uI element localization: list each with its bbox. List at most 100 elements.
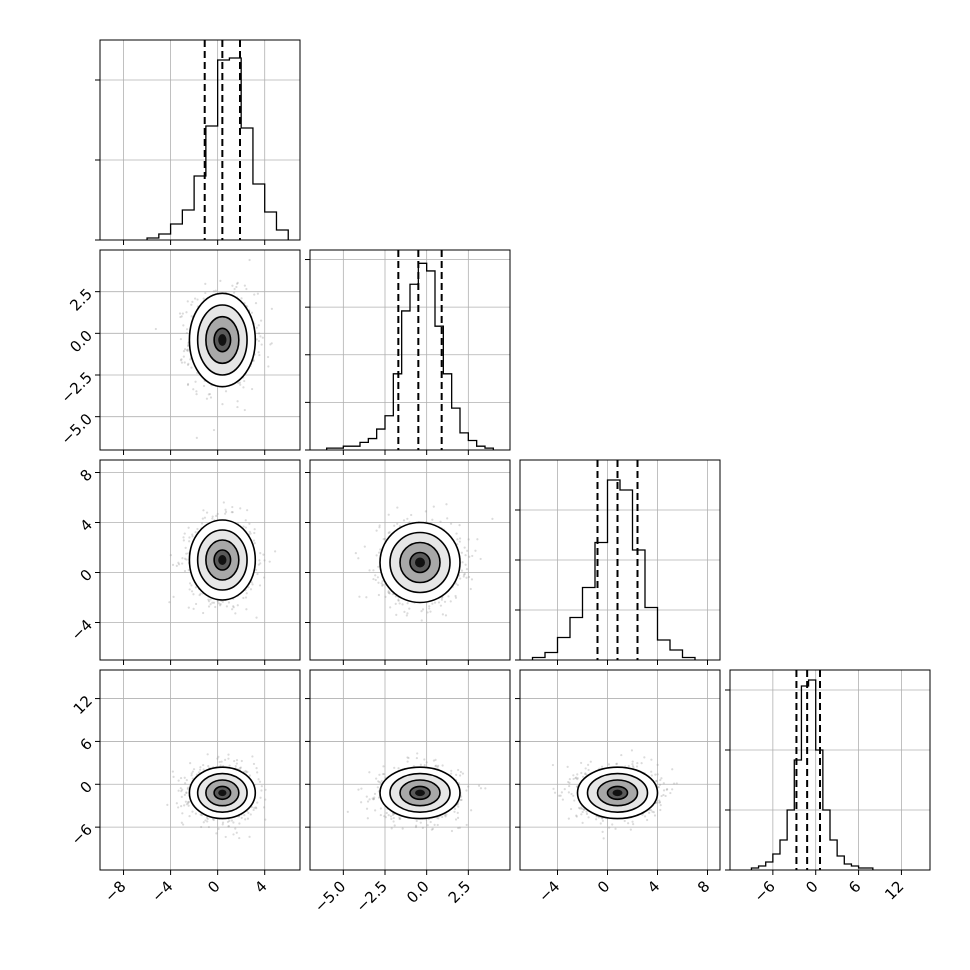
scatter-point xyxy=(374,578,377,582)
pair-content-3-2 xyxy=(520,670,720,870)
scatter-point xyxy=(234,827,237,830)
scatter-point xyxy=(201,517,204,520)
contour-2-1-3 xyxy=(379,521,461,604)
scatter-point xyxy=(248,522,251,525)
scatter-point xyxy=(601,819,605,822)
scatter-point xyxy=(433,823,436,826)
scatter-point xyxy=(183,569,187,573)
scatter-point xyxy=(202,768,205,771)
scatter-point xyxy=(169,554,172,557)
contour-3-0-2 xyxy=(196,772,248,813)
scatter-point xyxy=(180,805,183,808)
scatter-point xyxy=(179,359,183,362)
pair-frame-3-1 xyxy=(309,669,511,871)
scatter-point xyxy=(178,312,182,315)
scatter-point xyxy=(179,787,182,790)
scatter-point xyxy=(378,526,381,529)
scatter-point xyxy=(185,779,188,782)
scatter-point xyxy=(465,576,468,579)
scatter-point xyxy=(256,292,259,295)
scatter-point xyxy=(205,816,209,819)
contour-3-1-0 xyxy=(409,785,431,801)
hist-frame-0 xyxy=(99,39,301,241)
scatter-point xyxy=(398,817,401,821)
scatter-point xyxy=(206,817,209,821)
scatter-point xyxy=(428,605,431,608)
scatter-point xyxy=(194,586,198,589)
scatter-point xyxy=(185,311,188,314)
scatter-point xyxy=(186,382,190,386)
scatter-point xyxy=(199,766,202,769)
scatter-point xyxy=(206,820,209,823)
scatter-point xyxy=(360,801,363,804)
scatter-point xyxy=(251,755,254,758)
contour-2-0-0 xyxy=(213,549,232,571)
scatter-point xyxy=(190,303,193,306)
scatter-point xyxy=(207,825,211,829)
scatter-point xyxy=(470,809,473,812)
scatter-point xyxy=(218,760,221,764)
scatter-point xyxy=(232,291,236,294)
scatter-point xyxy=(185,552,188,555)
scatter-point xyxy=(373,792,377,795)
scatter-point xyxy=(194,380,197,383)
contour-3-1-1 xyxy=(399,779,441,807)
scatter-point xyxy=(238,822,241,825)
scatter-point xyxy=(443,814,447,817)
scatter-point xyxy=(368,798,371,801)
scatter-point xyxy=(194,602,198,606)
pair-panel-2-1 xyxy=(305,459,511,665)
scatter-point xyxy=(240,816,243,820)
scatter-point xyxy=(179,315,182,319)
scatter-point xyxy=(214,289,217,292)
scatter-point xyxy=(257,351,260,354)
scatter-point xyxy=(232,605,235,608)
scatter-point xyxy=(381,583,385,586)
scatter-point xyxy=(192,388,195,391)
scatter-point xyxy=(190,315,193,318)
scatter-point xyxy=(397,767,400,770)
scatter-point xyxy=(256,771,259,774)
scatter-point xyxy=(199,592,202,595)
scatter-point xyxy=(463,573,466,576)
scatter-point xyxy=(239,383,242,386)
scatter-point xyxy=(346,810,349,813)
scatter-point xyxy=(420,619,423,622)
scatter-point xyxy=(419,821,422,824)
scatter-point xyxy=(467,575,471,579)
scatter-point xyxy=(202,297,205,300)
scatter-point xyxy=(426,824,429,827)
scatter-point xyxy=(415,756,418,760)
scatter-point xyxy=(202,384,206,388)
scatter-point xyxy=(255,766,258,770)
scatter-point xyxy=(235,762,238,765)
scatter-point xyxy=(235,285,238,289)
scatter-point xyxy=(194,812,197,815)
scatter-point xyxy=(244,596,248,599)
scatter-point xyxy=(372,569,375,572)
scatter-point xyxy=(357,788,360,791)
scatter-point xyxy=(268,560,271,563)
scatter-point xyxy=(423,764,426,767)
scatter-point xyxy=(251,583,254,586)
scatter-point xyxy=(454,594,457,598)
scatter-point xyxy=(474,549,477,552)
scatter-point xyxy=(450,829,454,833)
scatter-point xyxy=(224,508,227,511)
scatter-point xyxy=(431,827,434,830)
scatter-point xyxy=(242,596,245,600)
pair-panel-3-0 xyxy=(95,669,301,875)
scatter-point xyxy=(187,362,190,365)
scatter-point xyxy=(665,788,668,791)
scatter-point xyxy=(236,282,239,285)
scatter-point xyxy=(186,348,189,351)
scatter-point xyxy=(267,365,270,368)
scatter-point xyxy=(391,593,394,596)
scatter-point xyxy=(248,774,252,777)
scatter-point xyxy=(234,765,237,768)
scatter-point xyxy=(374,809,377,812)
scatter-point xyxy=(460,798,463,801)
hist-step-2 xyxy=(531,479,696,660)
scatter-point xyxy=(205,511,209,514)
scatter-point xyxy=(259,335,262,338)
